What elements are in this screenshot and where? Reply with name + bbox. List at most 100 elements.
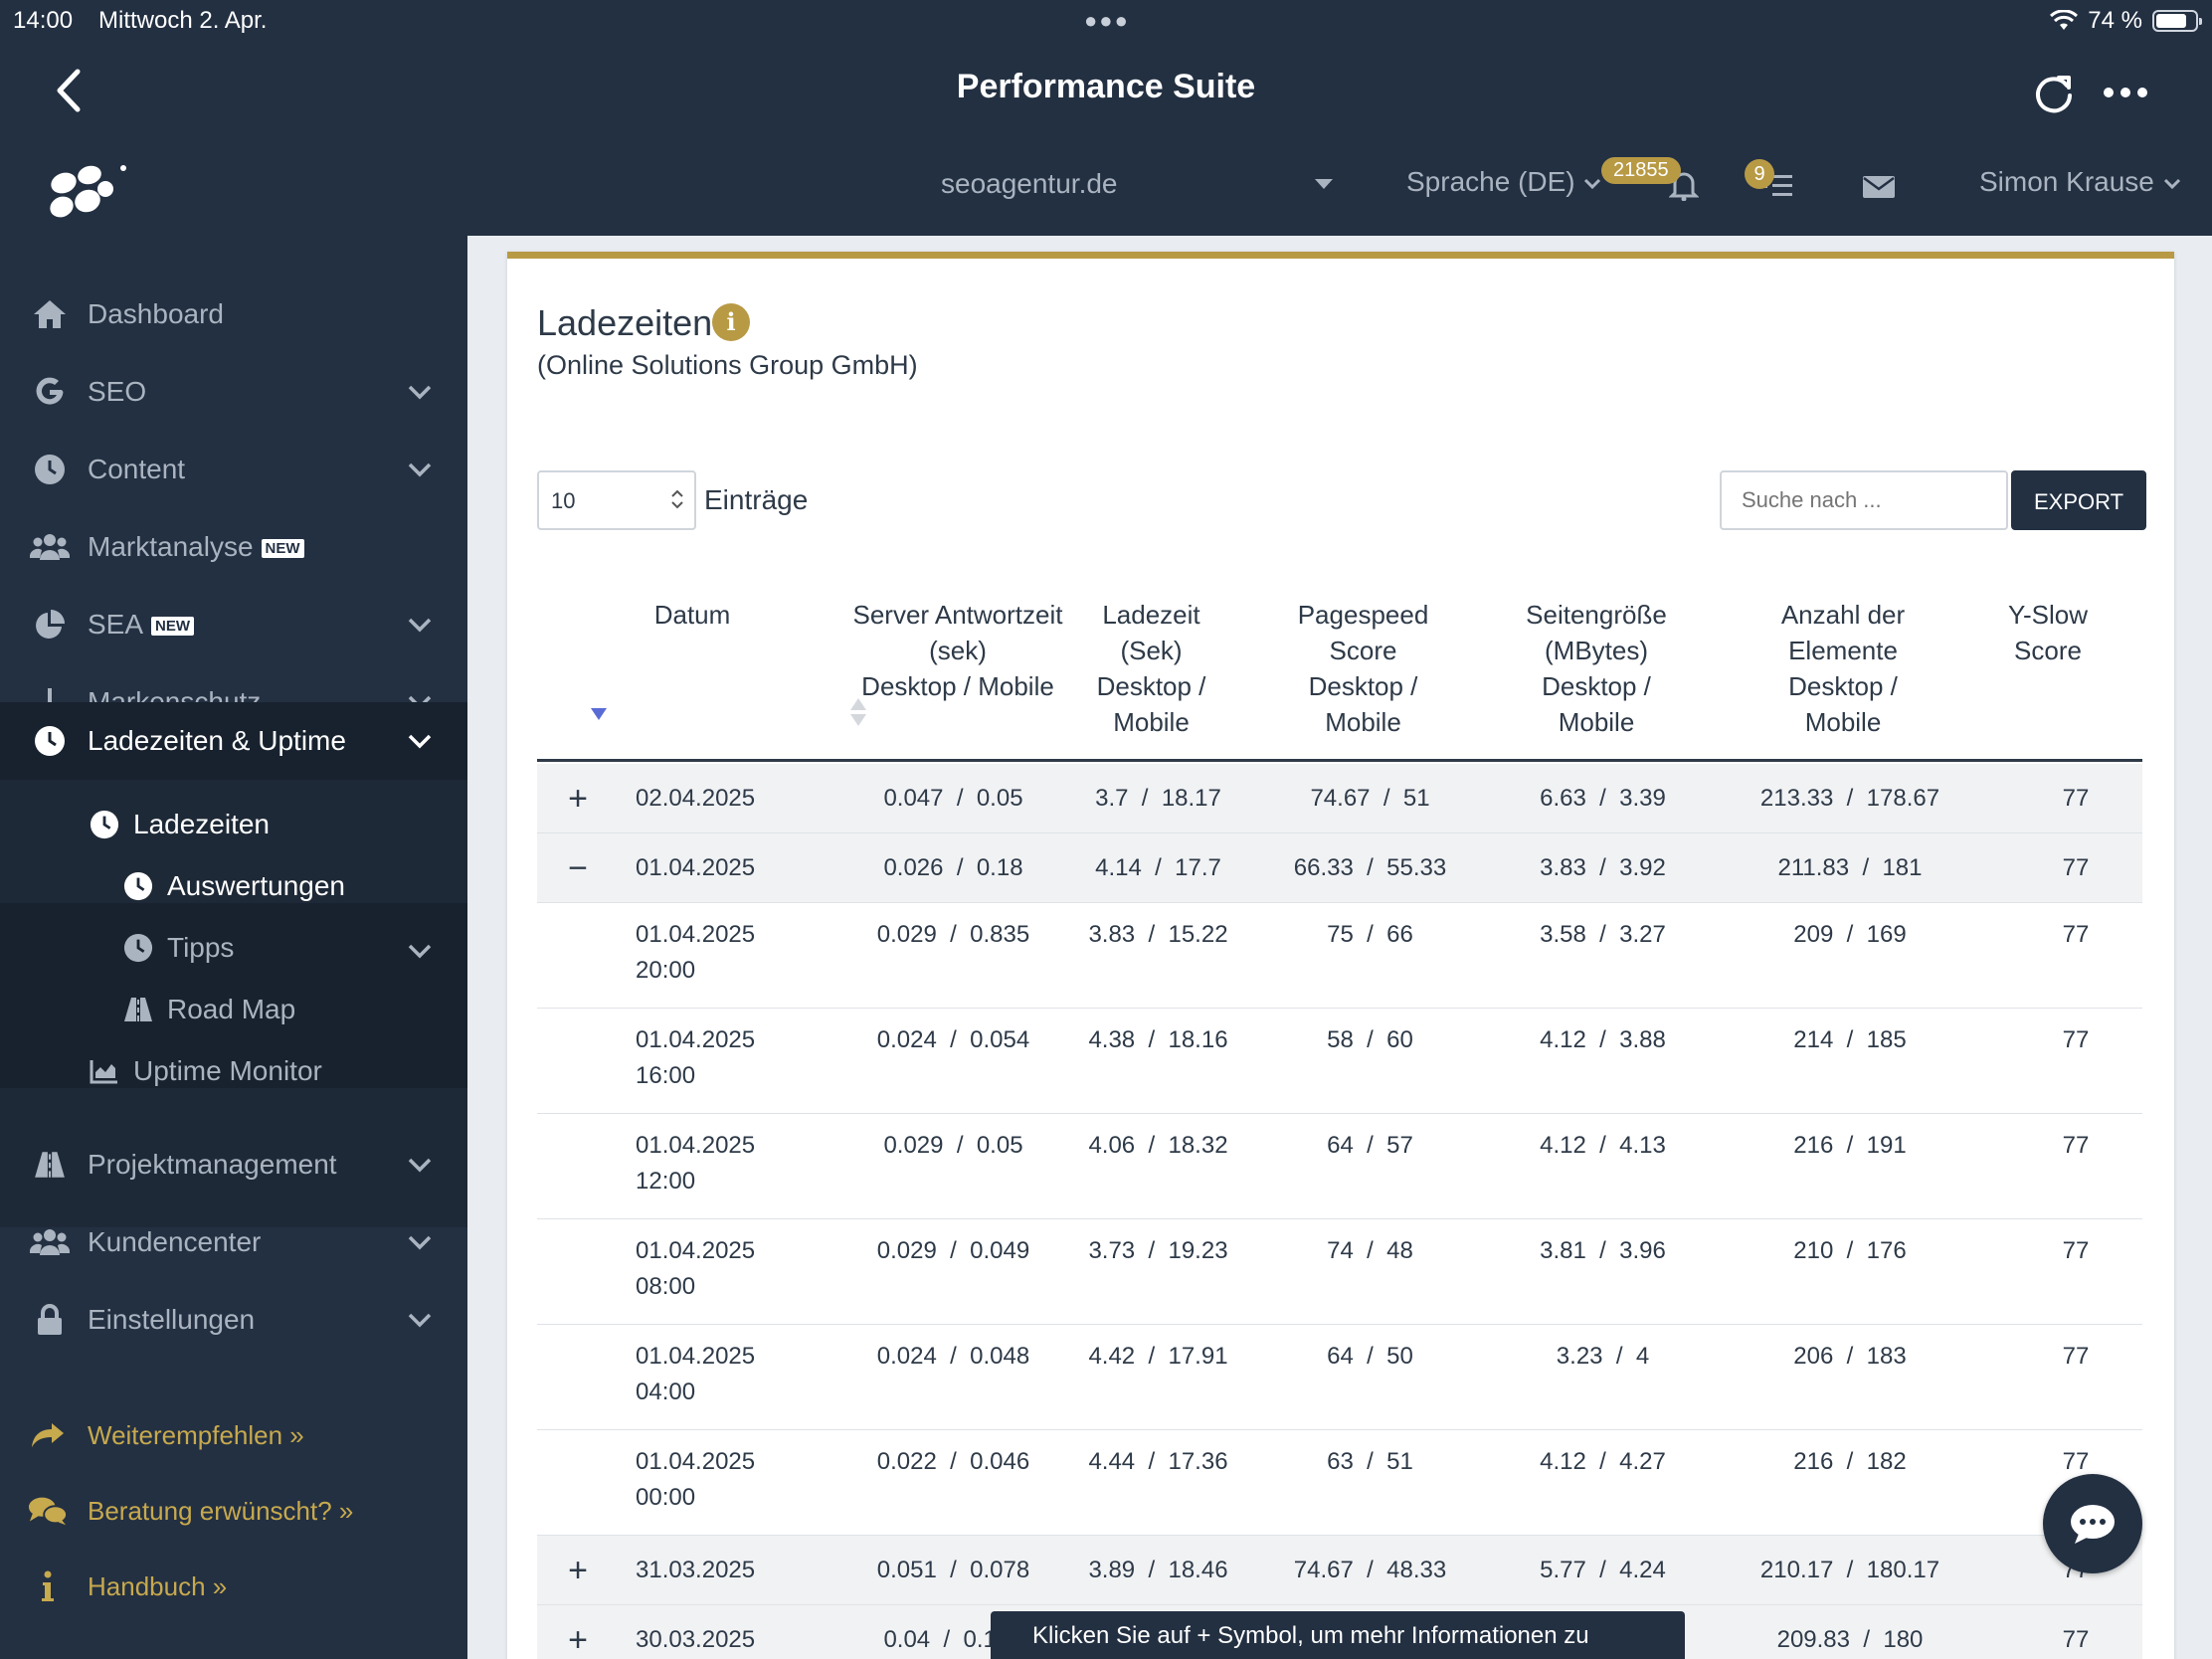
collapse-row-button[interactable]: − [568, 849, 588, 887]
cell-size: 4.12 / 4.13 [1540, 1132, 1666, 1159]
th-pagespeed[interactable]: Pagespeed Score Desktop / Mobile [1250, 597, 1476, 740]
submenu-item-tipps[interactable]: Tipps [121, 931, 234, 965]
cell-date: 01.04.2025 00:00 [636, 1448, 756, 1511]
table-row[interactable]: +02.04.2025 0.047 / 0.05 3.7 / 18.17 74.67 … [537, 764, 2142, 833]
cell-load: 3.89 / 18.46 [1088, 1557, 1228, 1583]
back-button[interactable] [50, 66, 90, 115]
sidebar-item-label: Marktanalyse [88, 531, 254, 562]
chart-icon [88, 1054, 121, 1088]
th-seitengroesse[interactable]: Seitengröße (MBytes) Desktop / Mobile [1469, 597, 1724, 740]
sidebar-item-kundencenter[interactable]: Kundencenter [0, 1203, 467, 1281]
page-length-select[interactable]: 10 [537, 470, 696, 530]
sidebar-item-einstellungen[interactable]: Einstellungen [0, 1281, 467, 1359]
table-row[interactable]: 01.04.2025 04:00 0.024 / 0.048 4.42 / 17.9… [537, 1325, 2142, 1430]
home-icon [30, 294, 70, 334]
clock-icon [121, 931, 155, 965]
cell-load: 3.73 / 19.23 [1088, 1237, 1228, 1264]
cell-elements: 210.17 / 180.17 [1759, 1557, 1940, 1583]
updown-icon [670, 488, 684, 510]
expand-row-button[interactable]: + [568, 1621, 588, 1659]
cell-elements: 214 / 185 [1793, 1026, 1907, 1053]
search-input[interactable] [1720, 470, 2008, 530]
clock-icon [30, 450, 70, 489]
sort-desc-icon[interactable] [591, 708, 607, 720]
cell-load: 4.14 / 17.7 [1095, 854, 1221, 881]
sidebar-item-projektmanagement[interactable]: Projektmanagement [0, 1126, 467, 1203]
table-row[interactable]: 01.04.2025 16:00 0.024 / 0.054 4.38 / 18.1… [537, 1009, 2142, 1114]
cell-yslow: 77 [2062, 921, 2090, 948]
tasks-badge: 9 [1745, 159, 1774, 189]
submenu-item-label: Road Map [167, 994, 296, 1024]
sidebar-item-ladezeiten-uptime[interactable]: Ladezeiten & Uptime [0, 702, 467, 780]
messages-button[interactable] [1862, 174, 1896, 206]
cell-load: 3.7 / 18.17 [1095, 785, 1221, 812]
expand-row-button[interactable]: + [568, 1552, 588, 1589]
cell-size: 3.81 / 3.96 [1540, 1237, 1666, 1264]
status-date: Mittwoch 2. Apr. [98, 7, 268, 34]
app-title-bar: Performance Suite [0, 40, 2212, 139]
sidebar-item-content[interactable]: Content [0, 431, 467, 508]
user-menu[interactable]: Simon Krause [1979, 166, 2182, 198]
info-icon[interactable]: i [712, 303, 750, 341]
table-row[interactable]: − 01.04.2025 0.026 / 0.18 4.14 / 17.7 66.33 … [537, 833, 2142, 903]
chevron-down-icon[interactable] [1315, 179, 1333, 189]
sidebar-item-marktanalyse[interactable]: Marktanalyse NEW [0, 508, 467, 586]
link-label: Handbuch » [88, 1570, 228, 1601]
main-content: Ladezeiten i (Online Solutions Group Gmb… [467, 236, 2212, 1659]
th-datum[interactable]: Datum [622, 597, 763, 633]
reload-button[interactable] [2029, 68, 2079, 117]
table-row[interactable]: +31.03.2025 0.051 / 0.078 3.89 / 18.46 74.6… [537, 1536, 2142, 1605]
th-yslow[interactable]: Y-Slow Score [1963, 597, 2132, 668]
cell-size: 5.77 / 4.24 [1540, 1557, 1666, 1583]
submenu-item-auswertungen[interactable]: Auswertungen [121, 869, 345, 903]
cell-size: 4.12 / 3.88 [1540, 1026, 1666, 1053]
table-header: Datum Server Antwortzeit (sek) Desktop /… [537, 587, 2142, 762]
new-badge: NEW [261, 539, 304, 559]
cell-yslow: 77 [2062, 1626, 2090, 1653]
cell-pagespeed: 64 / 50 [1327, 1343, 1413, 1370]
th-elemente[interactable]: Anzahl der Elemente Desktop / Mobile [1716, 597, 1970, 740]
sort-icon[interactable] [850, 698, 866, 726]
sidebar-item-seo[interactable]: SEO [0, 353, 467, 431]
submenu-deep [0, 903, 467, 1088]
cell-server: 0.029 / 0.05 [883, 1132, 1023, 1159]
link-handbuch[interactable]: Handbuch » [0, 1552, 467, 1621]
expand-row-button[interactable]: + [568, 780, 588, 818]
cell-yslow: 77 [2062, 1026, 2090, 1053]
sidebar-item-dashboard[interactable]: Dashboard [0, 276, 467, 353]
export-button[interactable]: EXPORT [2011, 470, 2146, 530]
header-label: Seitengröße (MBytes) Desktop / Mobile [1526, 600, 1667, 737]
more-button[interactable] [2101, 78, 2150, 107]
link-beratung[interactable]: Beratung erwünscht? » [0, 1476, 467, 1546]
submenu-item-ladezeiten[interactable]: Ladezeiten [88, 808, 270, 841]
logo[interactable] [40, 161, 129, 236]
multitask-dots-icon[interactable]: ●●● [1084, 8, 1130, 33]
table-row[interactable]: 01.04.2025 00:00 0.022 / 0.046 4.44 / 17.3… [537, 1430, 2142, 1536]
cell-elements: 213.33 / 178.67 [1759, 785, 1940, 812]
table-row[interactable]: 01.04.2025 08:00 0.029 / 0.049 3.73 / 19.2… [537, 1219, 2142, 1325]
sidebar-item-sea[interactable]: SEA NEW [0, 586, 467, 663]
page-subtitle: (Online Solutions Group GmbH) [537, 350, 918, 380]
share-icon [28, 1415, 68, 1455]
domain-select[interactable]: seoagentur.de [941, 168, 1118, 199]
link-weiterempfehlen[interactable]: Weiterempfehlen » [0, 1400, 467, 1470]
th-ladezeit[interactable]: Ladezeit (Sek) Desktop / Mobile [1038, 597, 1264, 740]
th-server[interactable]: Server Antwortzeit (sek) Desktop / Mobil… [786, 597, 1130, 704]
submenu-item-roadmap[interactable]: Road Map [121, 993, 295, 1026]
submenu-item-uptime[interactable]: Uptime Monitor [88, 1054, 322, 1088]
table-row[interactable]: 01.04.2025 12:00 0.029 / 0.05 4.06 / 18.32… [537, 1114, 2142, 1219]
page-title: Ladezeiten [537, 302, 713, 343]
cell-pagespeed: 58 / 60 [1327, 1026, 1413, 1053]
cell-date: 01.04.2025 16:00 [636, 1026, 756, 1089]
table-row[interactable]: 01.04.2025 20:00 0.029 / 0.835 3.83 / 15.2… [537, 903, 2142, 1009]
header-label: Ladezeit (Sek) Desktop / Mobile [1096, 600, 1206, 737]
roadmap-icon [121, 993, 155, 1026]
chat-button[interactable] [2043, 1474, 2142, 1573]
cell-pagespeed: 74.67 / 51 [1310, 785, 1430, 812]
cell-pagespeed: 75 / 66 [1327, 921, 1413, 948]
language-select[interactable]: Sprache (DE) [1406, 166, 1602, 198]
notifications-badge: 21855 [1601, 157, 1681, 184]
cell-server: 0.026 / 0.18 [883, 854, 1023, 881]
header-label: Y-Slow Score [2008, 600, 2088, 665]
ladezeiten-card: Ladezeiten i (Online Solutions Group Gmb… [507, 252, 2174, 1659]
